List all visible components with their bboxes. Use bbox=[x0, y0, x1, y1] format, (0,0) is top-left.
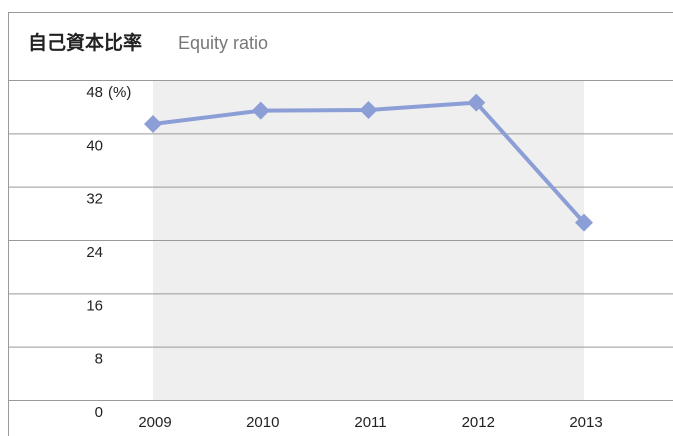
y-unit: (%) bbox=[108, 84, 131, 101]
x-tick-label: 2013 bbox=[569, 414, 602, 431]
x-tick-label: 2011 bbox=[354, 414, 386, 431]
y-tick-label: 48 bbox=[86, 84, 103, 101]
y-tick-label: 32 bbox=[86, 191, 103, 208]
y-tick-label: 16 bbox=[86, 297, 103, 314]
marker bbox=[251, 101, 270, 120]
chart-title: 自己資本比率 bbox=[28, 31, 142, 54]
marker bbox=[575, 213, 593, 232]
x-tick-label: 2009 bbox=[138, 414, 171, 431]
marker bbox=[467, 93, 486, 112]
x-tick-label: 2012 bbox=[462, 414, 495, 431]
marker bbox=[359, 101, 378, 119]
chart-subtitle: Equity ratio bbox=[178, 33, 268, 53]
y-tick-label: 24 bbox=[86, 244, 103, 261]
frame bbox=[8, 12, 673, 436]
marker bbox=[144, 115, 162, 133]
y-tick-label: 0 bbox=[95, 404, 103, 421]
y-tick-label: 8 bbox=[95, 351, 103, 368]
y-tick-label: 40 bbox=[86, 137, 103, 154]
x-tick-label: 2010 bbox=[246, 414, 279, 431]
